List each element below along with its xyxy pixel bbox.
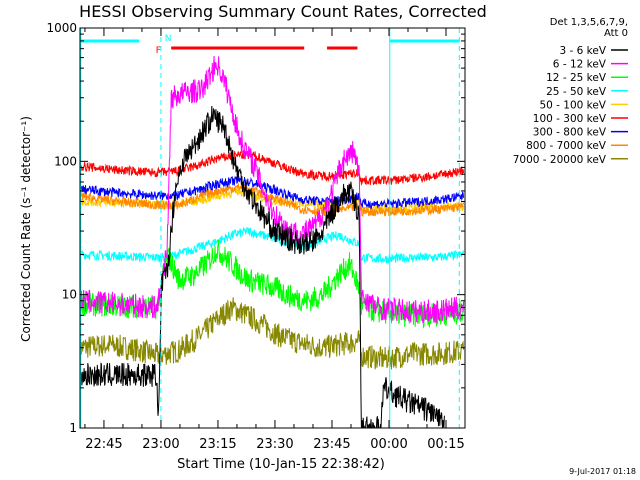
series-300-800-kevkev-line: [79, 175, 465, 210]
x-tick-label: 23:15: [199, 437, 236, 452]
x-axis-label: Start Time (10-Jan-15 22:38:42): [177, 457, 385, 472]
series-3-6-kevkev-line: [79, 105, 445, 429]
legend-header-1: Att 0: [604, 28, 628, 39]
y-axis: 1 10 100 1000: [46, 21, 465, 435]
x-tick-label: 23:30: [256, 437, 293, 452]
x-tick-label: 23:00: [142, 437, 179, 452]
legend-label: 100 - 300 keV: [533, 113, 607, 125]
legend-label: 50 - 100 keV: [539, 99, 606, 111]
segment-label-f: F: [156, 46, 161, 56]
series-100-300-kevkev-line: [79, 150, 465, 187]
marker-layer: [80, 28, 460, 428]
chart-title: HESSI Observing Summary Count Rates, Cor…: [79, 2, 487, 21]
x-tick-label: 22:45: [85, 437, 122, 452]
y-tick-label: 1000: [46, 21, 77, 35]
legend-label: 6 - 12 keV: [553, 59, 607, 71]
series-layer: [79, 55, 465, 429]
plot-frame: [79, 27, 466, 429]
x-axis: 22:45 23:00 23:15 23:30 23:45 00:00 00:15: [84, 28, 466, 452]
legend-label: 25 - 50 keV: [546, 86, 607, 98]
legend: Det 1,3,5,6,7,9,Att 0 3 - 6 keV 6 - 12 keV…: [513, 17, 628, 166]
legend-label: 7000 - 20000 keV: [513, 154, 607, 166]
segment-label-n: N: [165, 34, 172, 44]
legend-header-0: Det 1,3,5,6,7,9,: [550, 17, 628, 28]
legend-label: 800 - 7000 keV: [526, 140, 607, 152]
legend-label: 12 - 25 keV: [546, 72, 607, 84]
footer-timestamp: 9-Jul-2017 01:18: [569, 467, 636, 476]
series-800-7000-kevkev-line: [79, 183, 465, 218]
x-tick-label: 00:15: [427, 437, 464, 452]
x-tick-label: 23:45: [313, 437, 350, 452]
segment-layer: NF: [80, 34, 460, 56]
x-tick-label: 00:00: [370, 437, 407, 452]
series-6-12-kevkev-line: [79, 55, 465, 324]
legend-label: 3 - 6 keV: [559, 45, 606, 57]
legend-label: 300 - 800 keV: [533, 127, 607, 139]
series-7000-20000-kevkev-line: [79, 297, 465, 370]
y-tick-label: 10: [62, 288, 77, 302]
y-tick-label: 100: [54, 154, 77, 168]
y-axis-label: Corrected Count Rate (s⁻¹ detector⁻¹): [19, 116, 33, 342]
y-tick-label: 1: [69, 421, 77, 435]
